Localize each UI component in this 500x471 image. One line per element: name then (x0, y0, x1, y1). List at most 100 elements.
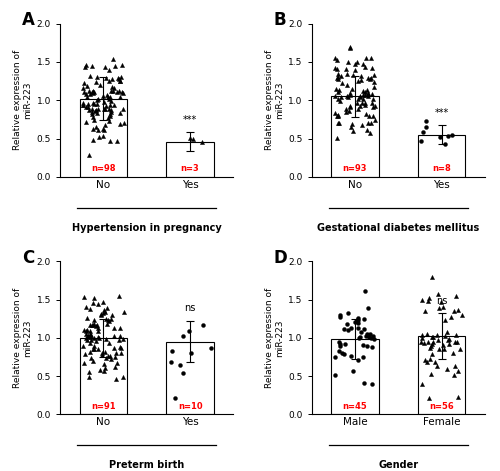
Point (424, 297, 432, 305)
Point (119, 374, 127, 381)
Point (333, 74, 341, 82)
Point (108, 83, 116, 91)
Point (118, 89, 126, 97)
Point (114, 137, 122, 145)
Text: n=93: n=93 (342, 164, 367, 173)
Point (120, 308, 128, 316)
Point (83, 93, 91, 100)
Point (86, 339, 94, 347)
Point (356, 333, 364, 341)
Point (342, 105, 350, 113)
Point (112, 375, 120, 382)
Point (82, 119, 90, 126)
Point (92, 123, 100, 131)
Text: n=91: n=91 (91, 402, 116, 411)
Point (344, 326, 352, 333)
Point (96, 311, 104, 319)
Point (116, 324, 124, 332)
Point (356, 102, 364, 109)
Point (106, 352, 114, 359)
Text: Gestational diabetes mellitus: Gestational diabetes mellitus (317, 223, 480, 233)
Point (110, 344, 118, 352)
Point (106, 105, 114, 112)
Y-axis label: Relative expression of
miR-223: Relative expression of miR-223 (13, 50, 32, 150)
Point (100, 360, 108, 368)
Point (359, 353, 367, 361)
Point (116, 333, 124, 340)
Point (86, 91, 94, 98)
Point (351, 318, 359, 325)
Text: n=8: n=8 (432, 164, 451, 173)
Point (371, 102, 379, 110)
Point (88, 321, 96, 328)
Point (360, 61, 368, 68)
Point (116, 109, 124, 116)
Point (437, 298, 445, 306)
Point (447, 314, 455, 321)
Point (86, 327, 94, 334)
Point (90, 294, 98, 302)
Point (366, 75, 374, 83)
Text: n=45: n=45 (342, 402, 367, 411)
Point (438, 303, 446, 311)
Point (80, 79, 88, 87)
Point (367, 55, 375, 62)
Point (422, 123, 430, 130)
Point (92, 97, 100, 104)
Point (102, 102, 110, 109)
Point (88, 108, 96, 115)
Point (338, 80, 346, 87)
Point (82, 303, 90, 310)
Point (107, 356, 115, 363)
Point (102, 335, 110, 343)
Bar (80, 338, 127, 414)
Point (82, 90, 90, 98)
Point (444, 340, 452, 348)
Point (100, 127, 108, 134)
Point (342, 65, 350, 73)
Point (354, 315, 362, 322)
Point (357, 328, 365, 336)
Point (334, 338, 342, 346)
Point (434, 290, 442, 298)
Point (100, 306, 108, 314)
Point (368, 65, 376, 72)
Point (458, 311, 466, 318)
Point (372, 116, 380, 124)
Point (340, 325, 347, 333)
Point (346, 102, 354, 109)
Point (105, 118, 113, 125)
Point (108, 316, 116, 323)
Point (186, 327, 194, 335)
Point (81, 350, 89, 357)
Point (337, 93, 345, 101)
Point (333, 134, 341, 141)
Point (86, 151, 94, 159)
Point (86, 72, 94, 80)
Point (368, 91, 376, 98)
Point (79, 101, 87, 109)
Point (442, 332, 450, 340)
Text: Hypertension in pregnancy: Hypertension in pregnancy (72, 223, 222, 233)
Point (340, 350, 348, 357)
Point (80, 293, 88, 300)
Point (100, 367, 108, 374)
Point (116, 121, 124, 128)
Point (90, 342, 98, 349)
Point (331, 353, 339, 361)
Point (83, 314, 91, 321)
Point (354, 96, 362, 103)
Point (452, 292, 460, 300)
Point (426, 344, 434, 352)
Point (104, 320, 112, 328)
Point (120, 120, 128, 127)
Point (358, 99, 366, 107)
Text: ns: ns (184, 303, 196, 313)
Point (369, 333, 377, 340)
Point (422, 117, 430, 125)
Point (448, 131, 456, 138)
Point (119, 105, 127, 113)
Point (103, 304, 111, 312)
Point (336, 311, 344, 318)
Point (332, 85, 340, 92)
